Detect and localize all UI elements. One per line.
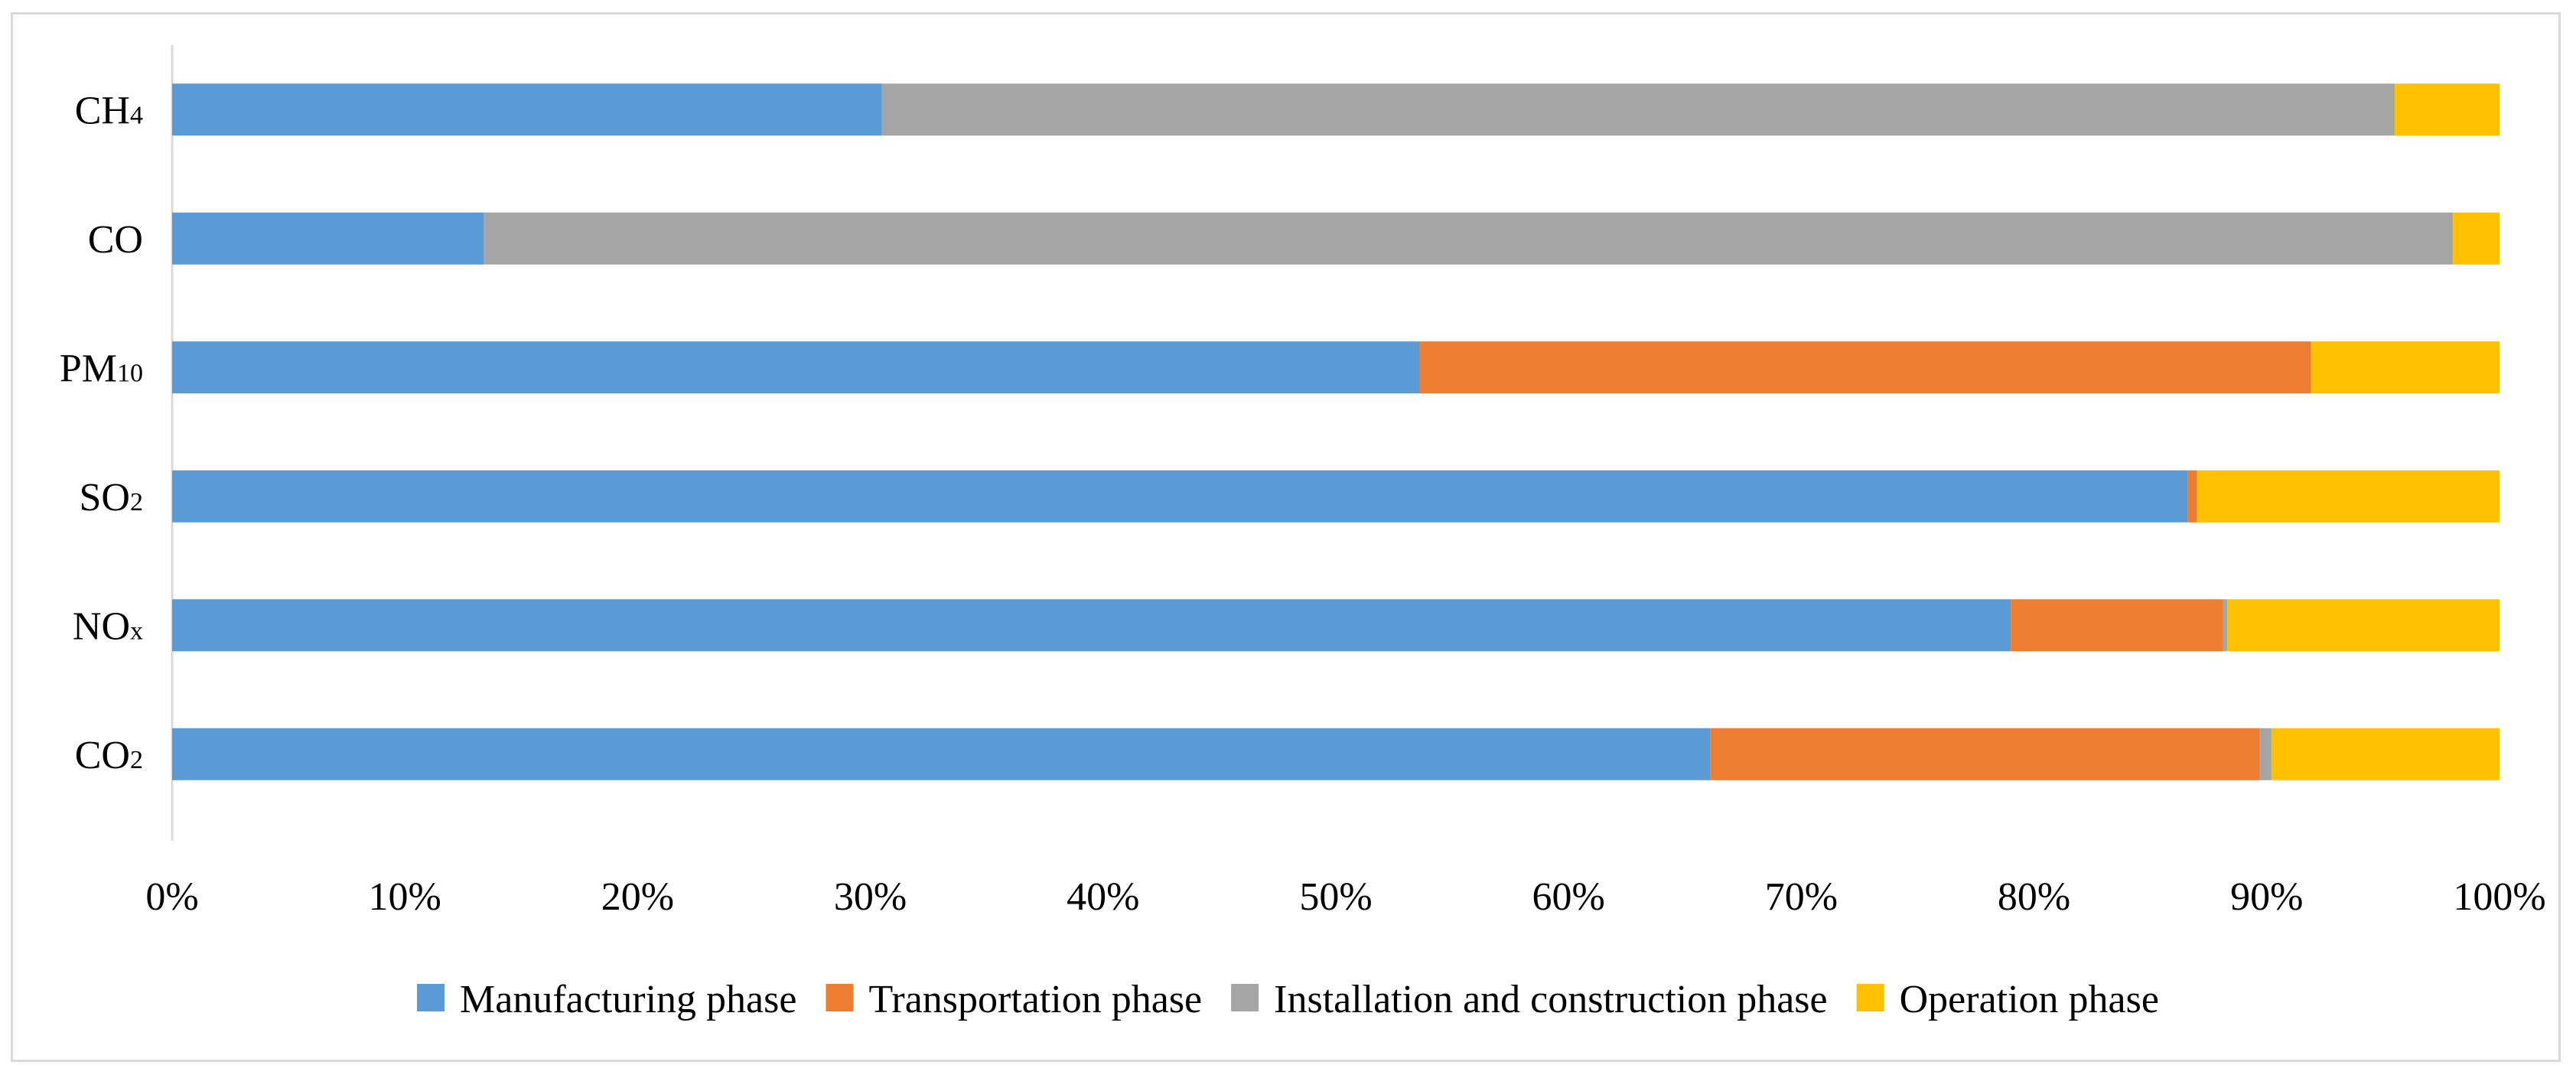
legend-swatch: [1856, 984, 1884, 1011]
x-tick-labels: 0% 10% 20% 30% 40% 50% 60% 70% 80% 90% 100%: [145, 875, 2545, 919]
x-tick-label: 80%: [1998, 875, 2070, 919]
x-tick-label: 20%: [601, 875, 674, 919]
legend-item: Operation phase: [1856, 978, 2159, 1021]
bar-segment-ch4-series-2: [881, 83, 2395, 136]
legend-label: Transportation phase: [868, 978, 1202, 1021]
bar-segment-so2-series-0: [172, 470, 2188, 523]
bar-segment-co2-series-2: [2259, 728, 2272, 780]
bar-segment-so2-series-3: [2197, 470, 2499, 523]
x-tick-label: 40%: [1067, 875, 1139, 919]
bar-segment-pm10-series-1: [1419, 341, 2311, 394]
category-label: CO2: [75, 734, 143, 777]
bar-segment-nox-series-2: [2223, 599, 2228, 652]
legend-item: Installation and construction phase: [1231, 978, 1828, 1021]
category-label: CH4: [75, 89, 143, 132]
x-tick-label: 60%: [1532, 875, 1605, 919]
category-label: PM10: [60, 347, 143, 390]
legend-label: Operation phase: [1900, 978, 2159, 1021]
bar-segment-ch4-series-0: [172, 83, 882, 136]
legend-item: Transportation phase: [826, 978, 1202, 1021]
bars-layer: [172, 83, 2499, 780]
bar-segment-co-series-2: [484, 212, 2454, 265]
category-label: SO2: [80, 476, 143, 519]
bar-segment-nox-series-3: [2227, 599, 2499, 652]
x-tick-label: 50%: [1299, 875, 1372, 919]
x-tick-label: 90%: [2230, 875, 2303, 919]
stacked-bar-chart: CH4 CO PM10 SO2 NOx CO2 0% 10% 20% 30% 40% 50% 60% 7…: [60, 45, 2546, 1021]
x-tick-label: 30%: [834, 875, 907, 919]
x-tick-label: 70%: [1765, 875, 1838, 919]
category-label: CO: [88, 218, 143, 262]
bar-segment-co2-series-3: [2271, 728, 2499, 780]
category-labels: CH4 CO PM10 SO2 NOx CO2: [60, 89, 143, 777]
chart-frame: CH4 CO PM10 SO2 NOx CO2 0% 10% 20% 30% 40% 50% 60% 7…: [11, 12, 2561, 1062]
bar-segment-co2-series-0: [172, 728, 1711, 780]
legend-swatch: [417, 984, 445, 1011]
x-tick-label: 100%: [2453, 875, 2545, 919]
bar-segment-co-series-0: [172, 212, 484, 265]
legend-label: Manufacturing phase: [460, 978, 796, 1021]
x-tick-label: 0%: [145, 875, 198, 919]
bar-segment-co-series-3: [2453, 212, 2499, 265]
legend-label: Installation and construction phase: [1274, 978, 1827, 1021]
legend-swatch: [1231, 984, 1259, 1011]
bar-segment-nox-series-1: [2011, 599, 2223, 652]
category-label: NOx: [73, 604, 143, 648]
legend-swatch: [826, 984, 854, 1011]
bar-segment-so2-series-1: [2187, 470, 2197, 523]
x-tick-label: 10%: [369, 875, 441, 919]
legend-item: Manufacturing phase: [417, 978, 796, 1021]
bar-segment-ch4-series-3: [2395, 83, 2499, 136]
bar-segment-pm10-series-0: [172, 341, 1420, 394]
legend: Manufacturing phase Transportation phase I…: [417, 978, 2159, 1021]
bar-segment-co2-series-1: [1710, 728, 2260, 780]
bar-segment-nox-series-0: [172, 599, 2011, 652]
bar-segment-pm10-series-3: [2311, 341, 2499, 394]
